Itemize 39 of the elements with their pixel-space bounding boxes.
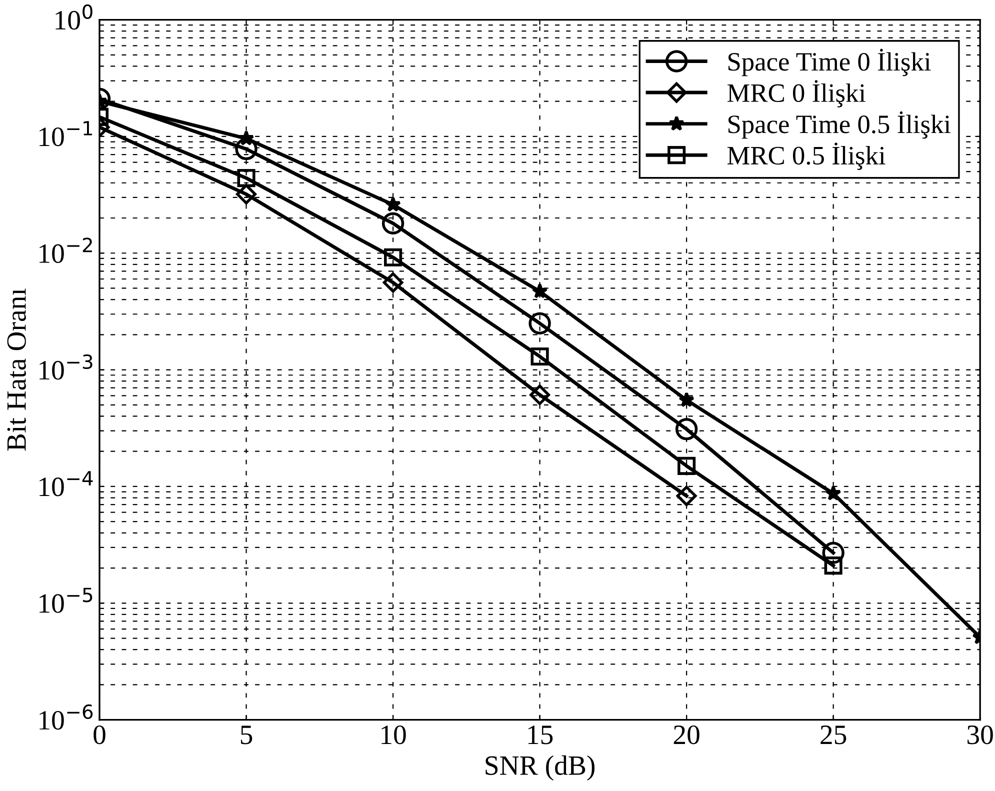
x-tick-label: 10 [382,725,406,744]
x-tick-label: 30 [968,725,993,744]
legend-label: MRC 0 İlişki [727,80,866,108]
point [238,130,254,146]
point [825,485,842,501]
point [384,248,402,266]
point [678,392,695,408]
point [822,542,844,564]
point [530,384,550,406]
y-tick-label: 10$^{−1}$ [40,121,92,146]
y-tick-label: 10$^{−2}$ [40,238,92,263]
point [532,283,548,298]
x-tick-label: 20 [674,725,700,744]
y-tick-label: 10$^{−3}$ [40,354,92,380]
point [675,418,698,440]
point [678,456,696,475]
y-axis-title: Bit Hata Oranı [7,288,26,451]
point [824,556,842,575]
legend-label: Space Time 0 İlişki [728,48,931,76]
point [235,138,258,160]
legend-label: MRC 0.5 İlişki [727,142,886,170]
x-tick-label: 25 [820,726,846,744]
point [237,169,256,188]
y-tick-label: 10$^{−5}$ [40,588,92,613]
x-tick-label: 0 [94,725,106,744]
point [382,212,404,234]
y-tick-label: 10$^{0}$ [56,4,92,30]
y-tick-label: 10$^{−6}$ [40,704,93,730]
point [530,347,549,366]
point [676,486,697,506]
point [382,272,404,293]
point [236,184,256,204]
x-tick-label: 15 [528,726,553,744]
point [385,196,402,212]
point [528,312,551,334]
x-axis-title: SNR (dB) [486,755,595,781]
legend-label: Space Time 0.5 İlişki [728,111,951,139]
y-tick-label: 10$^{−4}$ [40,471,93,496]
x-tick-label: 5 [240,726,252,744]
